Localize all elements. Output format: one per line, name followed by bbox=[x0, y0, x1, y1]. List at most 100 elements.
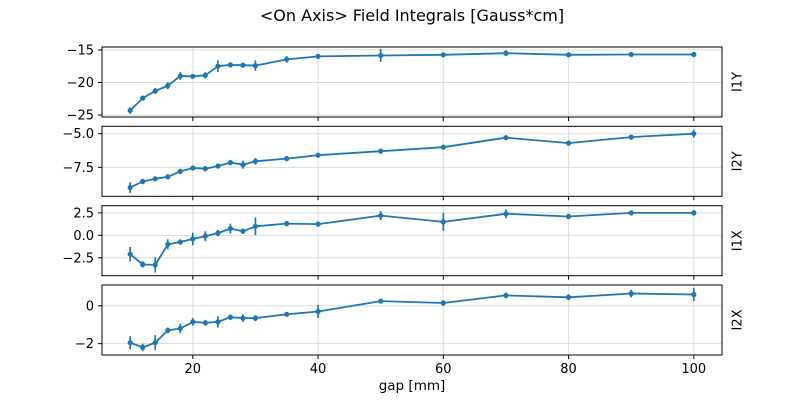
data-point bbox=[378, 213, 384, 219]
data-point bbox=[152, 340, 158, 346]
data-point bbox=[177, 239, 183, 245]
data-point bbox=[152, 176, 158, 182]
data-point bbox=[628, 210, 634, 216]
data-point bbox=[315, 221, 321, 227]
data-line bbox=[129, 52, 694, 112]
data-point bbox=[252, 315, 258, 321]
data-point bbox=[440, 52, 446, 58]
x-tick-label: 60 bbox=[435, 362, 452, 377]
data-point bbox=[165, 83, 171, 89]
data-point bbox=[284, 221, 290, 227]
data-point bbox=[566, 140, 572, 146]
data-point bbox=[691, 51, 697, 58]
data-point bbox=[240, 62, 246, 68]
subplot-i2y: −5.0 −7.5 I2Y bbox=[62, 125, 746, 201]
data-point bbox=[127, 184, 133, 191]
data-point bbox=[240, 162, 246, 168]
y-tick-label: −5.0 bbox=[62, 127, 94, 142]
data-point bbox=[503, 135, 509, 141]
data-point bbox=[440, 300, 446, 306]
data-point bbox=[140, 95, 146, 101]
data-point bbox=[284, 56, 290, 63]
data-point bbox=[284, 156, 290, 162]
data-point bbox=[503, 292, 509, 298]
data-point bbox=[691, 210, 697, 216]
data-point bbox=[566, 52, 572, 58]
data-line bbox=[129, 292, 694, 349]
y-tick-label: −7.5 bbox=[62, 161, 94, 176]
right-axis-label: I1X bbox=[731, 230, 746, 251]
right-axis-label: I2Y bbox=[731, 151, 746, 171]
x-tick-label: 100 bbox=[681, 362, 706, 377]
data-point bbox=[284, 311, 290, 317]
data-point bbox=[202, 72, 208, 78]
data-point bbox=[628, 51, 634, 58]
data-point bbox=[566, 294, 572, 300]
data-line bbox=[129, 211, 694, 266]
data-point bbox=[215, 163, 221, 169]
data-point bbox=[252, 158, 258, 164]
data-point bbox=[202, 320, 208, 326]
data-point bbox=[227, 226, 233, 232]
data-point bbox=[315, 308, 321, 315]
subplot-i1y: −15 −20 −25 I1Y bbox=[67, 43, 746, 123]
data-point bbox=[140, 344, 146, 350]
x-tick-label: 80 bbox=[560, 362, 577, 377]
data-point bbox=[628, 134, 634, 140]
axes-frame bbox=[101, 284, 723, 356]
data-point bbox=[215, 230, 221, 236]
data-point bbox=[378, 298, 384, 304]
data-point bbox=[503, 50, 509, 56]
data-point bbox=[202, 166, 208, 172]
data-point bbox=[190, 319, 196, 325]
axes-frame bbox=[101, 205, 723, 277]
data-point bbox=[227, 160, 233, 166]
data-point bbox=[165, 241, 171, 247]
right-axis-label: I1Y bbox=[731, 72, 746, 92]
right-axis-label: I2X bbox=[731, 309, 746, 330]
data-point bbox=[215, 63, 221, 69]
data-point bbox=[140, 261, 146, 268]
data-point bbox=[566, 213, 572, 220]
data-point bbox=[252, 63, 258, 69]
data-point bbox=[240, 315, 246, 321]
y-tick-label: 2.5 bbox=[73, 206, 94, 221]
data-point bbox=[127, 107, 133, 114]
y-tick-label: −25 bbox=[67, 109, 94, 124]
data-point bbox=[177, 168, 183, 174]
data-point bbox=[215, 319, 221, 325]
data-point bbox=[190, 165, 196, 171]
data-point bbox=[252, 223, 258, 229]
x-axis-label: gap [mm] bbox=[378, 378, 446, 394]
data-point bbox=[152, 262, 158, 268]
y-tick-label: −15 bbox=[67, 43, 94, 58]
data-point bbox=[177, 325, 183, 332]
y-tick-label: −20 bbox=[67, 76, 94, 91]
data-point bbox=[240, 228, 246, 234]
data-point bbox=[140, 178, 146, 185]
y-tick-label: 0.0 bbox=[73, 229, 94, 244]
y-tick-label: −2 bbox=[75, 337, 94, 352]
y-tick-label: 0 bbox=[86, 299, 94, 314]
data-point bbox=[628, 290, 634, 297]
data-point bbox=[152, 88, 158, 94]
subplot-i1x: 2.5 0.0 −2.5 I1X bbox=[62, 205, 746, 280]
data-line bbox=[129, 132, 694, 189]
data-point bbox=[190, 73, 196, 79]
data-point bbox=[691, 291, 697, 298]
data-point bbox=[378, 52, 384, 59]
data-point bbox=[378, 148, 384, 154]
y-tick-label: −2.5 bbox=[62, 251, 94, 266]
subplot-i2x: 0 −2 I2X 20 40 60 80 100 bbox=[75, 284, 746, 377]
data-point bbox=[190, 236, 196, 242]
data-point bbox=[315, 152, 321, 158]
data-point bbox=[503, 211, 509, 217]
data-point bbox=[440, 144, 446, 150]
data-point bbox=[227, 62, 233, 68]
data-point bbox=[202, 233, 208, 239]
axes-frame bbox=[101, 125, 723, 197]
data-point bbox=[127, 251, 133, 257]
data-point bbox=[227, 314, 233, 320]
